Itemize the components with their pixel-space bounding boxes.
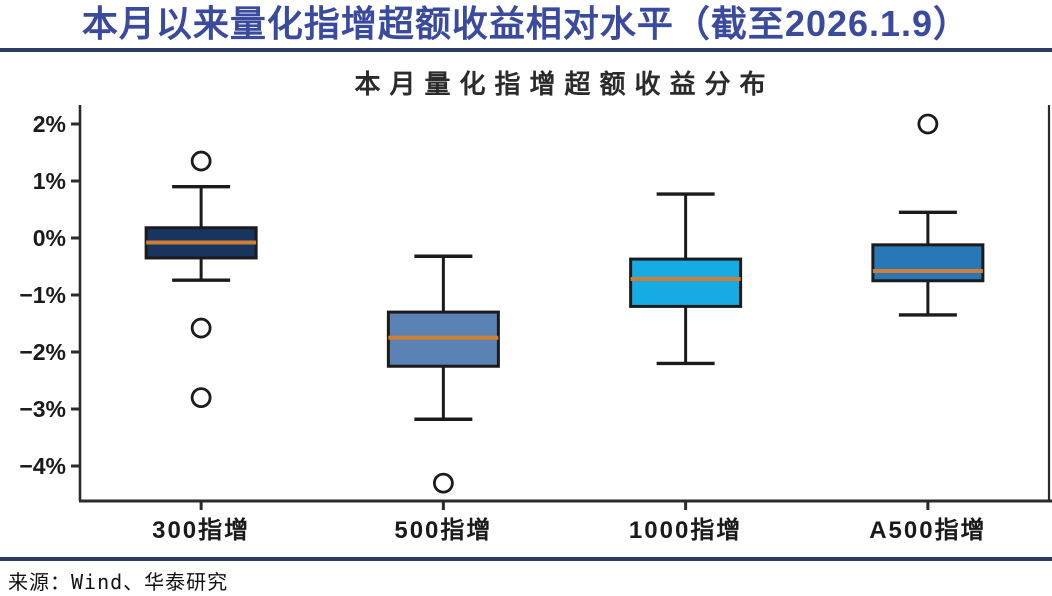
x-category-label: 300指增 [152,516,250,544]
x-category-label: 1000指增 [629,516,742,544]
x-category-label: 500指增 [394,516,492,544]
outlier-point [432,472,454,494]
y-tick-label: −4% [19,453,66,479]
y-tick-label: −3% [19,396,66,422]
y-tick-label: 2% [33,111,66,137]
iqr-box [629,257,743,308]
outlier-point [190,150,212,172]
footer-divider-line [0,557,1052,561]
outlier-point [190,317,212,339]
outlier-point [190,387,212,409]
chart-title: 本月量化指增超额收益分布 [354,70,775,100]
y-tick-label: 1% [33,168,66,194]
y-tick-label: −2% [19,339,66,365]
header-divider-line [0,48,1052,52]
y-tick-label: −1% [19,282,66,308]
source-attribution: 来源：Wind、华泰研究 [8,570,229,594]
y-tick-label: 0% [33,225,66,251]
iqr-box [871,243,985,283]
outlier-point [917,113,939,135]
report-figure-title: 本月以来量化指增超额收益相对水平（截至2026.1.9） [81,3,971,44]
x-category-label: A500指增 [869,516,986,544]
